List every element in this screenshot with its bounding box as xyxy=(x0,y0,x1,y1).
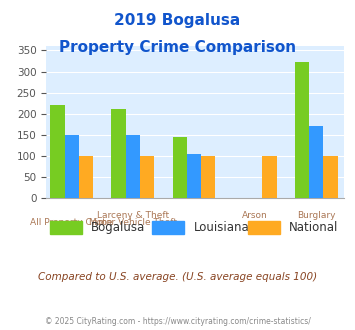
Bar xyxy=(140,156,154,198)
Bar xyxy=(126,135,140,198)
Text: Larceny & Theft: Larceny & Theft xyxy=(97,211,169,220)
Bar xyxy=(187,154,201,198)
Bar xyxy=(201,156,215,198)
Text: © 2025 CityRating.com - https://www.cityrating.com/crime-statistics/: © 2025 CityRating.com - https://www.city… xyxy=(45,317,310,326)
Text: Motor Vehicle Theft: Motor Vehicle Theft xyxy=(89,218,177,227)
Text: Compared to U.S. average. (U.S. average equals 100): Compared to U.S. average. (U.S. average … xyxy=(38,272,317,282)
FancyBboxPatch shape xyxy=(50,221,82,234)
Text: 2019 Bogalusa: 2019 Bogalusa xyxy=(114,13,241,28)
Bar xyxy=(50,105,65,198)
Text: Arson: Arson xyxy=(242,211,268,220)
Bar xyxy=(111,110,126,198)
Bar xyxy=(173,137,187,198)
Bar xyxy=(309,126,323,198)
Text: Louisiana: Louisiana xyxy=(193,221,249,234)
Text: National: National xyxy=(289,221,339,234)
Text: Property Crime Comparison: Property Crime Comparison xyxy=(59,40,296,54)
FancyBboxPatch shape xyxy=(248,221,280,234)
Text: Burglary: Burglary xyxy=(297,211,335,220)
Bar xyxy=(295,62,309,198)
FancyBboxPatch shape xyxy=(152,221,184,234)
Bar xyxy=(79,156,93,198)
Text: Bogalusa: Bogalusa xyxy=(91,221,146,234)
Bar xyxy=(323,156,338,198)
Bar xyxy=(262,156,277,198)
Text: All Property Crime: All Property Crime xyxy=(31,218,113,227)
Bar xyxy=(65,135,79,198)
